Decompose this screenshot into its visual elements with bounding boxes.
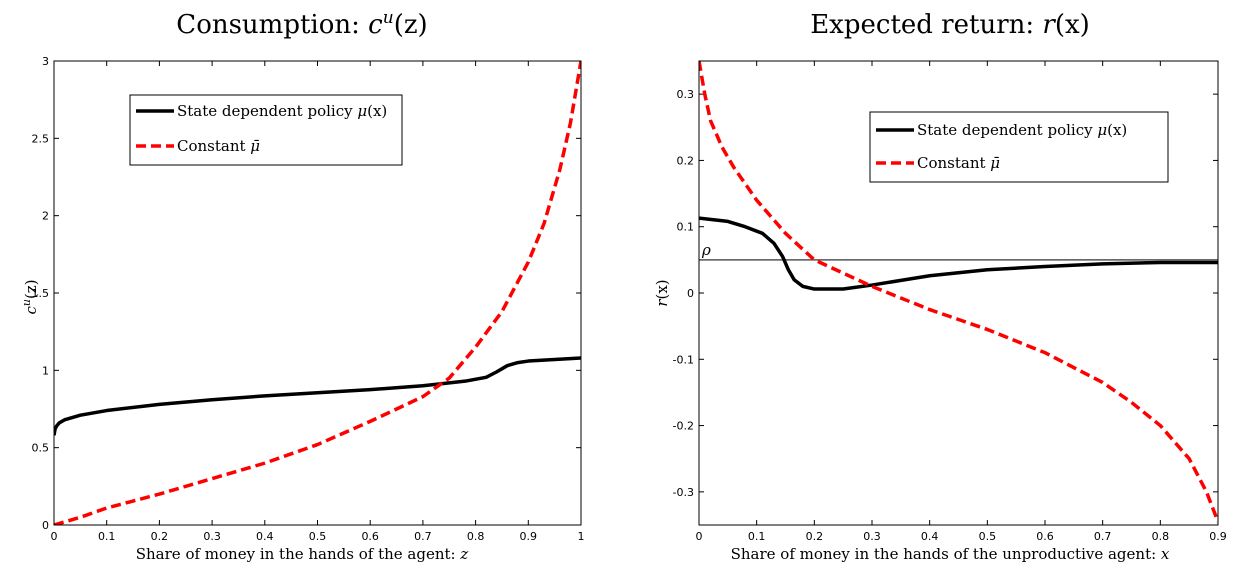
y-tick-label: 2	[42, 210, 49, 223]
y-axis-label: r(x)	[653, 279, 671, 306]
x-tick-label: 0.7	[1094, 530, 1112, 543]
x-tick-label: 0	[696, 530, 703, 543]
x-tick-label: 0.1	[98, 530, 116, 543]
y-tick-label: -0.1	[673, 353, 694, 366]
legend-label-constant: Constant μ̄	[917, 154, 1000, 172]
x-tick-label: 0.8	[467, 530, 485, 543]
y-tick-label: 1	[42, 364, 49, 377]
x-tick-labels: 0 0.1 0.2 0.3 0.4 0.5 0.6 0.7 0.8 0.9	[696, 530, 1227, 543]
y-tick-label: 2.5	[32, 132, 50, 145]
x-tick-label: 0.2	[151, 530, 169, 543]
y-tick-label: 0.3	[677, 88, 695, 101]
y-tick-label: 0	[42, 519, 49, 532]
x-tick-label: 0	[51, 530, 58, 543]
y-tick-label: 3	[42, 55, 49, 68]
y-tick-label: 0	[687, 287, 694, 300]
x-tick-label: 0.3	[203, 530, 221, 543]
x-tick-label: 0.7	[414, 530, 432, 543]
x-tick-label: 0.4	[921, 530, 939, 543]
x-tick-label: 0.8	[1152, 530, 1170, 543]
x-axis-label: Share of money in the hands of the agent…	[136, 545, 469, 563]
x-tick-label: 0.1	[748, 530, 766, 543]
x-tick-label: 0.6	[1036, 530, 1054, 543]
legend: State dependent policy μ(x) Constant μ̄	[130, 95, 402, 165]
x-tick-label: 0.9	[1209, 530, 1227, 543]
chart-title: Expected return: r(x)	[810, 10, 1090, 40]
x-tick-label: 0.5	[979, 530, 997, 543]
x-axis-label: Share of money in the hands of the unpro…	[731, 545, 1170, 563]
y-tick-label: 0.2	[677, 154, 695, 167]
y-tick-label: -0.2	[673, 420, 694, 433]
series-line-state-dependent	[54, 358, 581, 435]
x-tick-label: 0.4	[256, 530, 274, 543]
y-tick-label: 0.1	[677, 221, 695, 234]
chart-title: Consumption: cu(z)	[176, 8, 427, 40]
legend-label-state-dependent: State dependent policy μ(x)	[177, 102, 387, 120]
y-tick-label: 0.5	[32, 442, 50, 455]
legend-label-constant: Constant μ̄	[177, 137, 260, 155]
x-tick-label: 0.3	[863, 530, 881, 543]
x-tick-label: 0.5	[309, 530, 327, 543]
x-tick-label: 0.2	[806, 530, 824, 543]
consumption-chart: Consumption: cu(z) Share of money in the…	[20, 8, 585, 563]
x-tick-labels: 0 0.1 0.2 0.3 0.4 0.5 0.6 0.7 0.8 0.9 1	[51, 530, 585, 543]
x-tick-label: 0.6	[361, 530, 379, 543]
y-tick-labels: -0.3 -0.2 -0.1 0 0.1 0.2 0.3	[673, 88, 694, 499]
reference-line-label: ρ	[701, 241, 711, 259]
expected-return-chart: Expected return: r(x) Share of money in …	[653, 10, 1227, 563]
x-tick-label: 1	[578, 530, 585, 543]
legend-label-state-dependent: State dependent policy μ(x)	[917, 121, 1127, 139]
series-line-state-dependent	[699, 218, 1218, 289]
legend: State dependent policy μ(x) Constant μ̄	[870, 112, 1168, 182]
x-tick-label: 0.9	[520, 530, 538, 543]
y-tick-label: -0.3	[673, 486, 694, 499]
y-tick-labels: 0 0.5 1 1.5 2 2.5 3	[32, 55, 50, 532]
y-tick-label: 1.5	[32, 287, 50, 300]
